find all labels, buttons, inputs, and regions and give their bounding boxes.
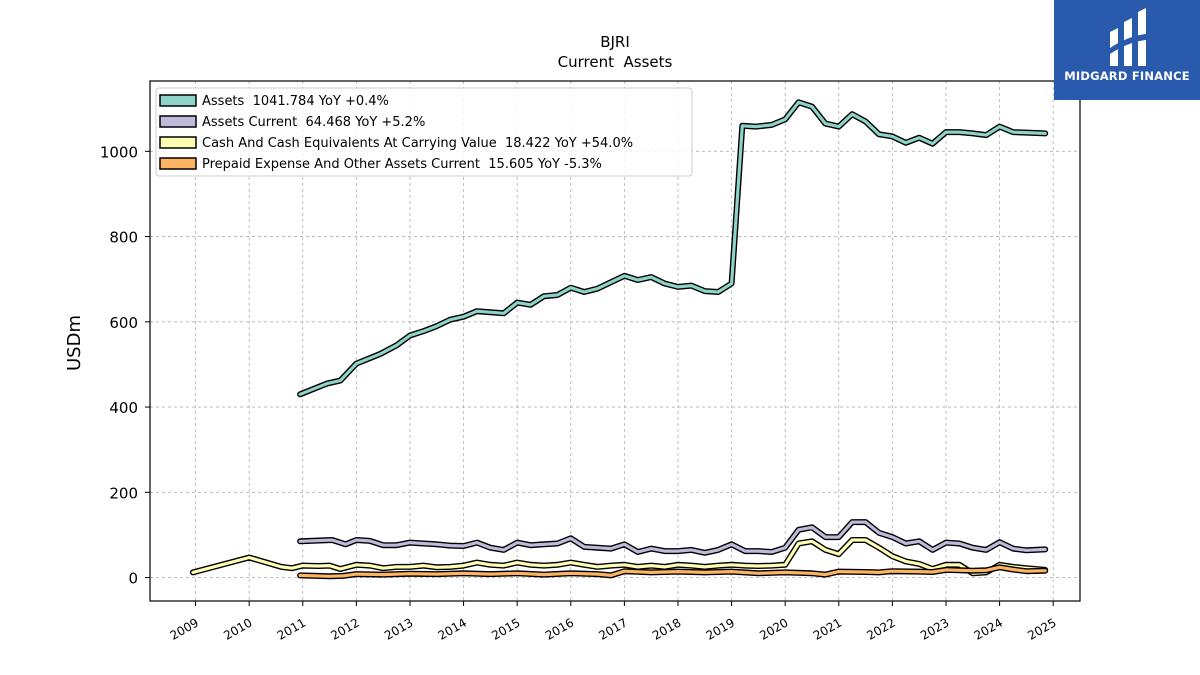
legend-swatch bbox=[159, 136, 197, 149]
x-tick-label: 2025 bbox=[1025, 615, 1058, 642]
y-axis-label: USDm bbox=[64, 315, 85, 371]
legend-box bbox=[155, 87, 693, 177]
x-tick-label: 2013 bbox=[382, 615, 415, 642]
y-tick-label: 0 bbox=[128, 570, 138, 588]
series-line-2 bbox=[191, 538, 1047, 575]
legend-swatch bbox=[159, 115, 197, 128]
x-tick-label: 2012 bbox=[328, 615, 361, 642]
x-tick-label: 2020 bbox=[757, 615, 790, 642]
y-tick-label: 800 bbox=[109, 229, 138, 247]
series-lines bbox=[189, 99, 1049, 580]
legend-swatch bbox=[159, 157, 197, 170]
brand-name: MIDGARD FINANCE bbox=[1064, 69, 1190, 83]
x-tick-label: 2017 bbox=[596, 615, 629, 642]
x-tick-label: 2023 bbox=[918, 615, 951, 642]
series-line-0 bbox=[298, 100, 1047, 396]
y-tick-label: 600 bbox=[109, 314, 138, 332]
x-tick-label: 2010 bbox=[221, 615, 254, 642]
x-tick-label: 2021 bbox=[811, 615, 844, 642]
legend-entry: Assets Current 64.468 YoY +5.2% bbox=[202, 115, 425, 130]
legend: Assets 1041.784 YoY +0.4% Assets Current … bbox=[155, 87, 693, 177]
x-tick-label: 2022 bbox=[864, 615, 897, 642]
series-line-1 bbox=[298, 520, 1047, 555]
x-tick-label: 2014 bbox=[436, 615, 469, 642]
legend-entry: Cash And Cash Equivalents At Carrying Va… bbox=[202, 136, 633, 151]
x-tick-label: 2019 bbox=[704, 615, 737, 642]
y-tick-label: 200 bbox=[109, 484, 138, 502]
x-tick-label: 2015 bbox=[489, 615, 522, 642]
legend-entry: Assets 1041.784 YoY +0.4% bbox=[202, 94, 389, 109]
x-tick-label: 2011 bbox=[275, 615, 308, 642]
midgard-logo-icon bbox=[1110, 8, 1146, 66]
x-tick-label: 2018 bbox=[650, 615, 683, 642]
legend-entry: Prepaid Expense And Other Assets Current… bbox=[202, 157, 602, 172]
legend-swatch bbox=[159, 94, 197, 107]
y-tick-label: 1000 bbox=[100, 143, 138, 161]
y-tick-label: 400 bbox=[109, 399, 138, 417]
plot-frame bbox=[149, 80, 1081, 602]
series-line-3 bbox=[298, 565, 1047, 578]
chart-subtitle: Current Assets bbox=[558, 53, 673, 71]
brand-logo: MIDGARD FINANCE bbox=[1054, 0, 1200, 100]
x-tick-label: 2024 bbox=[972, 615, 1005, 642]
x-tick-label: 2016 bbox=[543, 615, 576, 642]
x-tick-label: 2009 bbox=[168, 615, 201, 642]
chart-title: BJRI bbox=[600, 33, 630, 51]
